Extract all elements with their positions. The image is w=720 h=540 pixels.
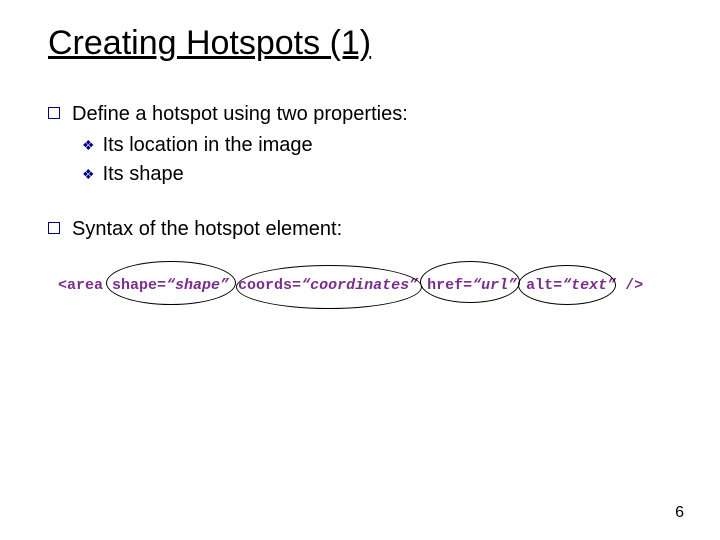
annotation-ellipse xyxy=(106,261,236,305)
sub-bullet-text: Its shape xyxy=(103,161,184,188)
page-number: 6 xyxy=(675,504,684,522)
sub-bullet-text: Its location in the image xyxy=(103,132,313,159)
diamond-bullet-icon: ❖ xyxy=(82,166,95,183)
annotation-ellipse xyxy=(518,265,616,305)
code-tag-close: /> xyxy=(616,277,643,294)
bullet-text: Syntax of the hotspot element: xyxy=(72,216,342,243)
square-bullet-icon xyxy=(48,222,60,234)
annotation-ellipse xyxy=(420,261,520,303)
code-annotation-area: <area shape=“shape” coords=“coordinates”… xyxy=(58,259,672,329)
diamond-bullet-icon: ❖ xyxy=(82,137,95,154)
square-bullet-icon xyxy=(48,107,60,119)
sub-bullet-item: ❖ Its location in the image xyxy=(82,132,672,159)
annotation-ellipse xyxy=(236,265,422,309)
slide-title: Creating Hotspots (1) xyxy=(48,24,672,63)
bullet-item: Define a hotspot using two properties: xyxy=(48,101,672,128)
bullet-text: Define a hotspot using two properties: xyxy=(72,101,408,128)
code-tag-open: <area xyxy=(58,277,103,294)
sub-bullet-item: ❖ Its shape xyxy=(82,161,672,188)
bullet-item: Syntax of the hotspot element: xyxy=(48,216,672,243)
bullet-list: Define a hotspot using two properties: ❖… xyxy=(48,101,672,329)
slide: Creating Hotspots (1) Define a hotspot u… xyxy=(0,0,720,540)
